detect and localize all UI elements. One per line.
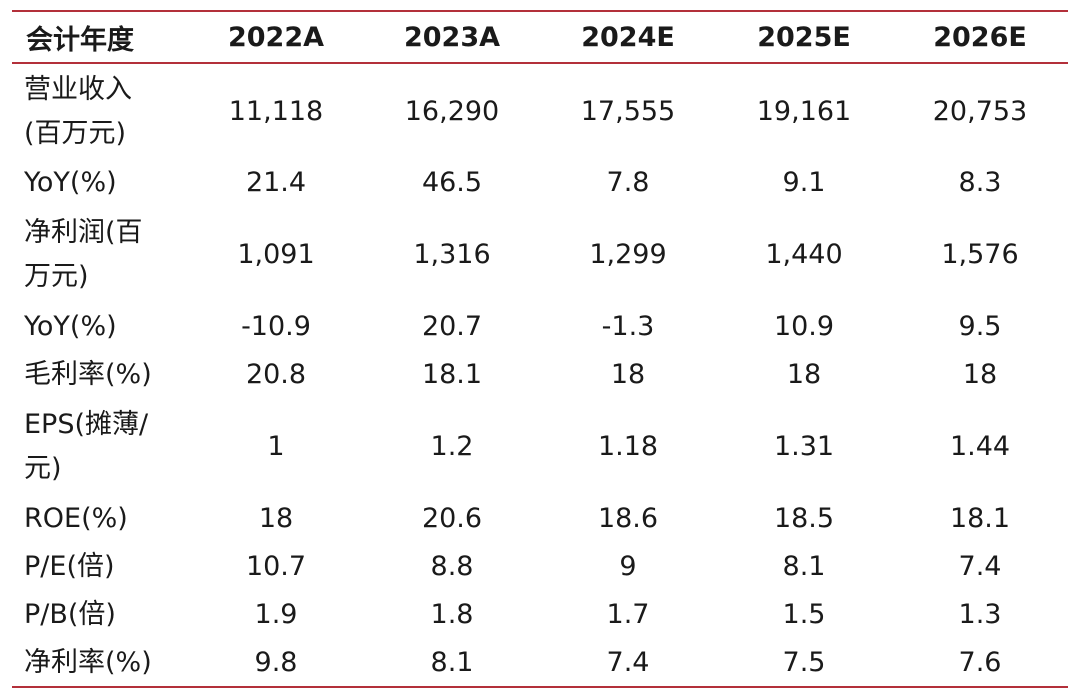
header-year: 2024E (581, 21, 675, 53)
row-label-line: (百万元) (24, 117, 127, 149)
table-cell: 8.1 (782, 551, 826, 582)
table-row: P/E(倍) 10.7 8.8 9 8.1 7.4 (12, 543, 1068, 591)
row-label: YoY(%) (12, 159, 188, 207)
row-label-line: 净利润(百 (24, 217, 143, 248)
table-cell: 18 (610, 359, 646, 390)
header-row: 会计年度 2022A 2023A 2024E 2025E 2026E (12, 11, 1068, 63)
row-label: ROE(%) (12, 495, 188, 543)
table-cell: 9 (619, 551, 637, 582)
table-cell: -1.3 (601, 311, 655, 342)
table-cell: 17,555 (580, 95, 676, 127)
table-cell: 10.7 (245, 551, 307, 582)
row-label-line: P/E(倍) (24, 551, 115, 582)
row-label: 毛利率(%) (12, 351, 188, 399)
row-label-line: 万元) (24, 261, 89, 292)
table-cell: 19,161 (756, 95, 852, 127)
row-label-line: YoY(%) (24, 311, 117, 342)
table-row: EPS(摊薄/ 元) 1 1.2 1.18 1.31 1.44 (12, 399, 1068, 495)
table-cell: 7.5 (782, 646, 826, 678)
row-label-line: P/B(倍) (24, 599, 116, 630)
table-cell: 1,316 (413, 239, 491, 270)
row-label-line: 毛利率(%) (24, 359, 152, 390)
table-cell: 7.4 (606, 646, 650, 678)
table-cell: 8.3 (958, 167, 1002, 198)
table-cell: 1,299 (589, 239, 667, 270)
header-year: 2022A (227, 21, 325, 53)
row-label: 净利率(%) (12, 639, 188, 687)
table-row: 毛利率(%) 20.8 18.1 18 18 18 (12, 351, 1068, 399)
table-row: 净利率(%) 9.8 8.1 7.4 7.5 7.6 (12, 639, 1068, 687)
row-label-line: YoY(%) (24, 167, 117, 198)
table-cell: 1.9 (254, 599, 298, 630)
table-cell: 1.31 (773, 431, 835, 462)
table-row: 净利润(百 万元) 1,091 1,316 1,299 1,440 1,576 (12, 207, 1068, 303)
table-cell: 1.18 (597, 431, 659, 462)
table-cell: 18.1 (421, 359, 483, 390)
table-cell: 1.5 (782, 599, 826, 630)
row-label-line: ROE(%) (24, 503, 128, 534)
table-cell: 7.6 (958, 646, 1002, 678)
table-cell: 1.7 (606, 599, 650, 630)
table-row: YoY(%) -10.9 20.7 -1.3 10.9 9.5 (12, 303, 1068, 351)
table-cell: 20.6 (421, 503, 483, 534)
table-cell: 20,753 (932, 95, 1028, 127)
row-label: P/E(倍) (12, 543, 188, 591)
table-cell: 1.44 (949, 431, 1011, 462)
row-label-line: 元) (24, 453, 62, 484)
table-cell: 1,091 (237, 239, 315, 270)
table-row: P/B(倍) 1.9 1.8 1.7 1.5 1.3 (12, 591, 1068, 639)
financial-forecast-table: 会计年度 2022A 2023A 2024E 2025E 2026E 营业收入 … (12, 10, 1068, 688)
header-year: 2026E (933, 21, 1027, 53)
table-row: YoY(%) 21.4 46.5 7.8 9.1 8.3 (12, 159, 1068, 207)
table-cell: -10.9 (241, 311, 311, 342)
table-row: 营业收入 (百万元) 11,118 16,290 17,555 19,161 2… (12, 63, 1068, 159)
table-cell: 18 (786, 359, 822, 390)
header-label: 会计年度 (26, 24, 134, 56)
row-label: P/B(倍) (12, 591, 188, 639)
table-cell: 7.4 (958, 551, 1002, 582)
table-cell: 9.5 (958, 311, 1002, 342)
table-cell: 20.7 (421, 311, 483, 342)
table-cell: 1,440 (765, 239, 843, 270)
row-label-line: 净利率(%) (24, 646, 152, 678)
table-cell: 1,576 (941, 239, 1019, 270)
row-label: 净利润(百 万元) (12, 207, 188, 303)
table-cell: 10.9 (773, 311, 835, 342)
row-label-line: EPS(摊薄/ (24, 409, 149, 440)
row-label: 营业收入 (百万元) (12, 63, 188, 159)
table-cell: 9.1 (782, 167, 826, 198)
table-cell: 8.8 (430, 551, 474, 582)
table-cell: 18.1 (949, 503, 1011, 534)
table-cell: 1.3 (958, 599, 1002, 630)
header-year: 2023A (403, 21, 501, 53)
table-cell: 16,290 (404, 95, 500, 127)
table-cell: 18 (258, 503, 294, 534)
table-cell: 1.2 (430, 431, 474, 462)
table-cell: 18.6 (597, 503, 659, 534)
table-cell: 20.8 (245, 359, 307, 390)
header-year: 2025E (757, 21, 851, 53)
table-cell: 11,118 (228, 95, 324, 127)
table-cell: 9.8 (254, 646, 298, 678)
row-label: EPS(摊薄/ 元) (12, 399, 188, 495)
table-cell: 21.4 (245, 167, 307, 198)
row-label: YoY(%) (12, 303, 188, 351)
table-cell: 8.1 (430, 646, 474, 678)
row-label-line: 营业收入 (24, 73, 132, 105)
table-cell: 1 (267, 431, 285, 462)
table-cell: 18.5 (773, 503, 835, 534)
table-cell: 46.5 (421, 167, 483, 198)
table-row: ROE(%) 18 20.6 18.6 18.5 18.1 (12, 495, 1068, 543)
table-cell: 18 (962, 359, 998, 390)
table-cell: 1.8 (430, 599, 474, 630)
table-cell: 7.8 (606, 167, 650, 198)
